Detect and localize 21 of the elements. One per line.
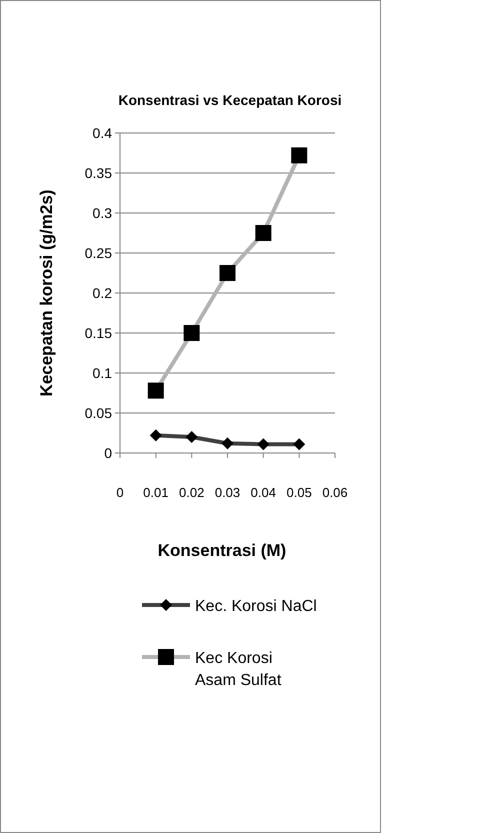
x-axis-title: Konsentrasi (M) [158, 541, 286, 560]
y-tick-label: 0 [104, 445, 112, 461]
legend-label: Kec. Korosi NaCl [195, 598, 317, 615]
chart-title: Konsentrasi vs Kecepatan Korosi [118, 92, 342, 108]
y-tick-label: 0.3 [92, 205, 112, 221]
legend-label: Kec Korosi Asam Sulfat [195, 650, 282, 689]
y-tick-label: 0.4 [92, 125, 112, 141]
x-tick-label: 0.05 [286, 485, 312, 500]
y-tick-label: 0.15 [84, 325, 112, 341]
y-tick-label: 0.05 [84, 405, 112, 421]
x-tick-label: 0 [116, 485, 124, 500]
y-tick-label: 0.35 [84, 165, 112, 181]
x-tick-label: 0.01 [143, 485, 168, 500]
y-tick-label: 0.1 [92, 365, 112, 381]
y-tick-label: 0.25 [84, 245, 112, 261]
y-axis-title: Kecepatan korosi (g/m2s) [37, 190, 56, 396]
x-tick-label: 0.04 [250, 485, 276, 500]
x-tick-label: 0.02 [179, 485, 204, 500]
x-tick-label: 0.03 [214, 485, 240, 500]
y-tick-label: 0.2 [92, 285, 112, 301]
x-tick-label: 0.06 [322, 485, 348, 500]
